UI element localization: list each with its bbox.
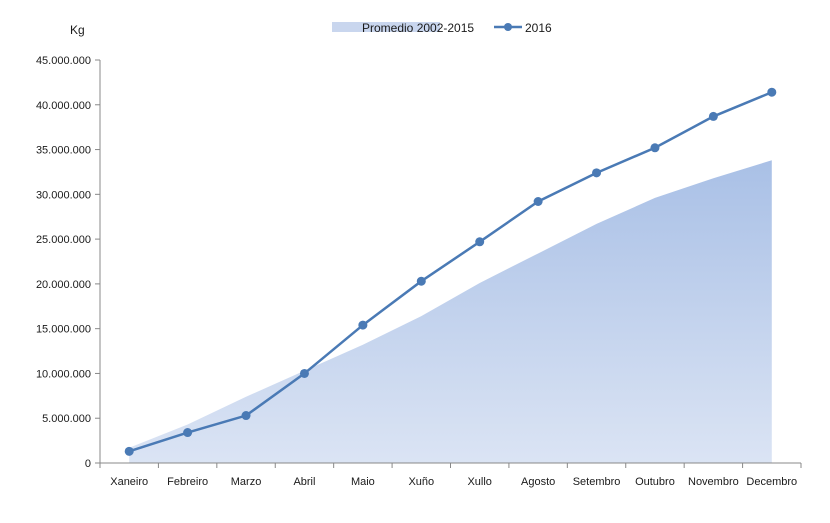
x-tick-label: Novembro [688, 476, 739, 488]
x-axis: Xaneiro Febreiro Marzo Abril Maio Xuño Xullo Ag… [99, 462, 802, 488]
data-point-2016 [650, 143, 660, 153]
data-point-2016 [299, 368, 309, 378]
legend-swatch-area [332, 22, 440, 32]
y-tick-label: 15.000.000 [36, 324, 91, 336]
series-line-2016 [128, 91, 773, 453]
data-point-2016 [124, 446, 134, 456]
y-tick-label: 35.000.000 [36, 145, 91, 157]
y-tick-label: 30.000.000 [36, 189, 91, 201]
y-tick-label: 0 [85, 458, 91, 470]
x-tick-label: Abril [293, 476, 315, 488]
x-tick-label: Xaneiro [110, 476, 148, 488]
y-axis-unit-label: Kg [70, 23, 85, 37]
y-tick-label: 45.000.000 [36, 55, 91, 67]
data-point-2016 [241, 411, 251, 421]
data-point-2016 [592, 168, 602, 178]
data-point-2016 [475, 237, 485, 247]
y-tick-label: 5.000.000 [42, 413, 91, 425]
data-point-2016 [533, 196, 543, 206]
y-tick-label: 40.000.000 [36, 100, 91, 112]
legend-label-area: Promedio 2002-2015 [362, 21, 474, 35]
data-point-2016 [708, 111, 718, 121]
x-tick-label: Marzo [231, 476, 262, 488]
legend-label-line: 2016 [525, 21, 552, 35]
data-point-2016 [416, 276, 426, 286]
y-tick-label: 20.000.000 [36, 279, 91, 291]
x-tick-label: Agosto [521, 476, 555, 488]
data-point-2016 [358, 320, 368, 330]
x-tick-label: Outubro [635, 476, 675, 488]
x-tick-label: Setembro [573, 476, 621, 488]
x-tick-label: Xullo [467, 476, 491, 488]
legend: Promedio 2002-2015 2016 [332, 21, 552, 35]
data-point-2016 [767, 87, 777, 97]
y-axis: 0 5.000.000 10.000.000 15.000.000 20.000.000… [36, 55, 101, 470]
x-tick-label: Maio [351, 476, 375, 488]
legend-swatch-marker [504, 23, 512, 31]
y-tick-label: 10.000.000 [36, 368, 91, 380]
x-tick-label: Febreiro [167, 476, 208, 488]
x-tick-label: Xuño [408, 476, 434, 488]
series-markers-2016 [124, 87, 777, 456]
series-area-promedio [129, 160, 772, 463]
x-tick-label: Decembro [746, 476, 797, 488]
y-tick-label: 25.000.000 [36, 234, 91, 246]
data-point-2016 [183, 428, 193, 438]
